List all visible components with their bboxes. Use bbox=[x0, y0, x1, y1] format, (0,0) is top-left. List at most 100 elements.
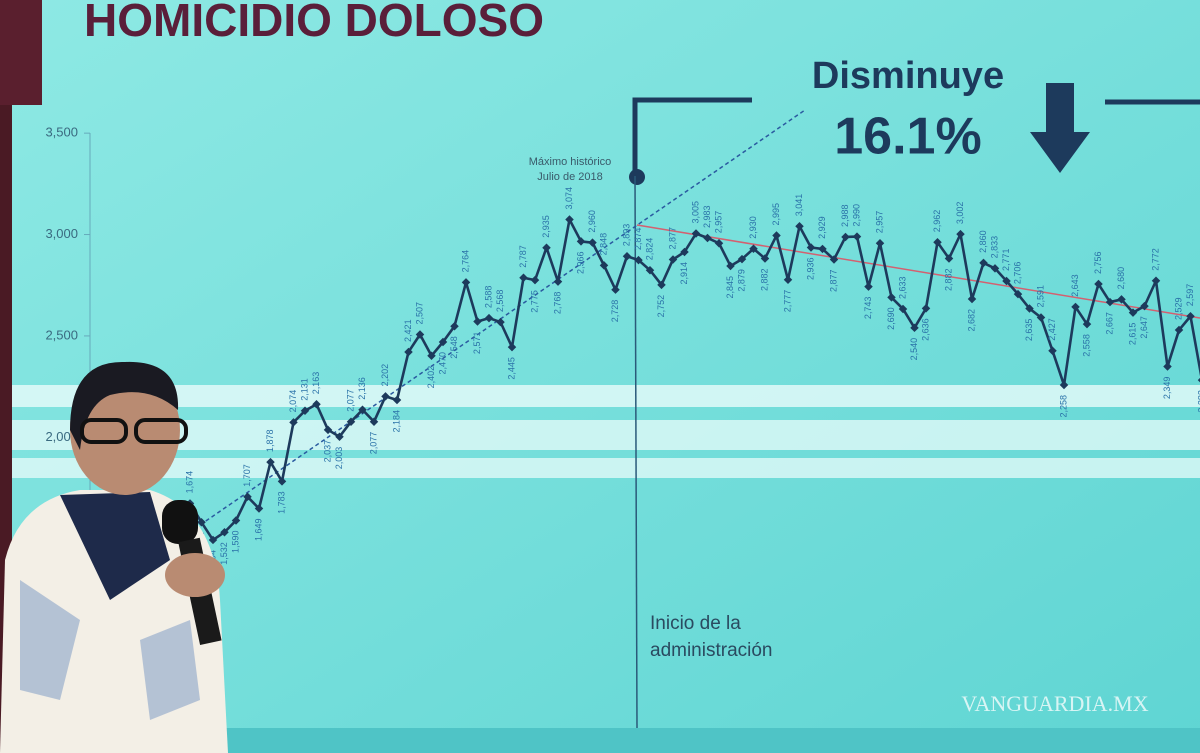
value-label: 2,131 bbox=[299, 378, 309, 401]
point-marker bbox=[1082, 319, 1092, 329]
value-label: 1,649 bbox=[253, 519, 263, 542]
point-marker bbox=[1117, 295, 1126, 304]
value-label: 2,202 bbox=[380, 364, 390, 387]
value-label: 1,878 bbox=[265, 430, 275, 453]
start-note: Inicio de la bbox=[650, 613, 741, 634]
value-label: 2,929 bbox=[817, 216, 827, 239]
point-marker bbox=[1105, 297, 1115, 307]
value-label: 2,349 bbox=[1162, 377, 1172, 400]
point-marker bbox=[484, 313, 494, 323]
value-label: 2,882 bbox=[759, 268, 769, 291]
value-label: 2,077 bbox=[345, 389, 355, 412]
point-marker bbox=[243, 492, 252, 501]
value-label: 2,960 bbox=[587, 210, 597, 233]
point-marker bbox=[910, 323, 919, 333]
y-tick-label: 3,000 bbox=[45, 226, 78, 241]
value-label: 2,962 bbox=[932, 210, 942, 233]
point-marker bbox=[1140, 301, 1149, 311]
point-marker bbox=[990, 264, 1000, 273]
value-label: 2,633 bbox=[897, 276, 907, 299]
value-label: 2,966 bbox=[575, 251, 585, 274]
y-tick-label: 3,500 bbox=[45, 125, 78, 140]
value-label: 3,041 bbox=[794, 194, 804, 217]
value-label: 2,775 bbox=[529, 290, 539, 313]
presenter bbox=[0, 361, 228, 753]
value-label: 2,037 bbox=[322, 440, 332, 463]
point-marker bbox=[645, 265, 655, 275]
point-marker bbox=[277, 477, 287, 486]
value-label: 1,674 bbox=[184, 471, 194, 494]
value-label: 3,074 bbox=[564, 187, 574, 210]
trend-down bbox=[636, 224, 1200, 319]
point-marker bbox=[783, 275, 793, 284]
value-label: 2,597 bbox=[1185, 284, 1195, 307]
point-marker bbox=[1059, 380, 1069, 390]
value-label: 2,588 bbox=[483, 286, 493, 309]
peak-note: Máximo histórico bbox=[529, 156, 612, 168]
point-marker bbox=[392, 395, 402, 405]
value-label: 2,877 bbox=[828, 269, 838, 292]
point-marker bbox=[254, 504, 264, 513]
value-label: 2,558 bbox=[1081, 334, 1091, 357]
value-label: 3,002 bbox=[955, 202, 965, 225]
value-label: 1,707 bbox=[242, 464, 252, 487]
point-marker bbox=[1174, 325, 1184, 335]
point-marker bbox=[1002, 276, 1011, 286]
point-marker bbox=[657, 280, 666, 290]
bracket bbox=[632, 97, 752, 176]
plot: 2,0002,5003,0003,5001,6741,5811,4941,532… bbox=[45, 125, 1200, 572]
point-marker bbox=[404, 347, 413, 357]
trend-up bbox=[199, 109, 806, 526]
value-label: 2,136 bbox=[357, 377, 367, 400]
value-label: 2,074 bbox=[288, 390, 298, 413]
value-label: 2,184 bbox=[391, 410, 401, 433]
point-marker bbox=[634, 255, 643, 265]
value-label: 2,957 bbox=[874, 211, 884, 234]
presenter-hand bbox=[165, 553, 225, 597]
point-marker bbox=[1128, 308, 1138, 317]
value-label: 2,930 bbox=[748, 216, 758, 239]
point-marker bbox=[1186, 312, 1195, 321]
value-label: 2,445 bbox=[506, 357, 516, 380]
point-marker bbox=[1071, 302, 1080, 312]
point-marker bbox=[438, 337, 448, 347]
value-label: 2,824 bbox=[644, 238, 654, 261]
value-label: 2,003 bbox=[334, 447, 344, 470]
point-marker bbox=[668, 255, 678, 264]
point-marker bbox=[1151, 276, 1161, 286]
point-marker bbox=[507, 342, 517, 352]
point-marker bbox=[921, 304, 931, 313]
point-marker bbox=[289, 418, 298, 427]
point-marker bbox=[1025, 304, 1034, 313]
point-marker bbox=[1094, 279, 1103, 289]
value-label: 2,643 bbox=[1070, 274, 1080, 297]
value-label: 2,957 bbox=[713, 211, 723, 234]
value-label: 2,706 bbox=[1012, 262, 1022, 285]
value-label: 2,402 bbox=[426, 366, 436, 389]
month-strip bbox=[220, 728, 1200, 753]
y-tick-label: 2,500 bbox=[45, 327, 78, 342]
value-label: 2,771 bbox=[1001, 248, 1011, 271]
corner-strip bbox=[0, 0, 42, 105]
point-marker bbox=[1048, 346, 1057, 355]
value-label: 2,983 bbox=[702, 205, 712, 228]
point-marker bbox=[473, 317, 482, 326]
value-label: 2,282 bbox=[1196, 390, 1200, 413]
point-marker bbox=[346, 417, 356, 426]
down-arrow bbox=[1030, 83, 1090, 173]
point-marker bbox=[461, 278, 471, 287]
value-label: 2,427 bbox=[1047, 318, 1057, 341]
point-marker bbox=[300, 406, 310, 416]
glasses bbox=[80, 418, 128, 444]
point-marker bbox=[979, 258, 988, 268]
start-note: administración bbox=[650, 640, 773, 661]
value-label: 2,680 bbox=[1116, 267, 1126, 290]
value-label: 2,421 bbox=[403, 319, 413, 342]
value-label: 2,548 bbox=[449, 336, 459, 359]
value-label: 1,590 bbox=[230, 530, 240, 553]
value-label: 2,470 bbox=[437, 352, 447, 375]
start-line bbox=[634, 175, 638, 729]
value-label: 2,507 bbox=[414, 302, 424, 325]
point-marker bbox=[335, 432, 344, 441]
value-label: 2,591 bbox=[1035, 285, 1045, 308]
